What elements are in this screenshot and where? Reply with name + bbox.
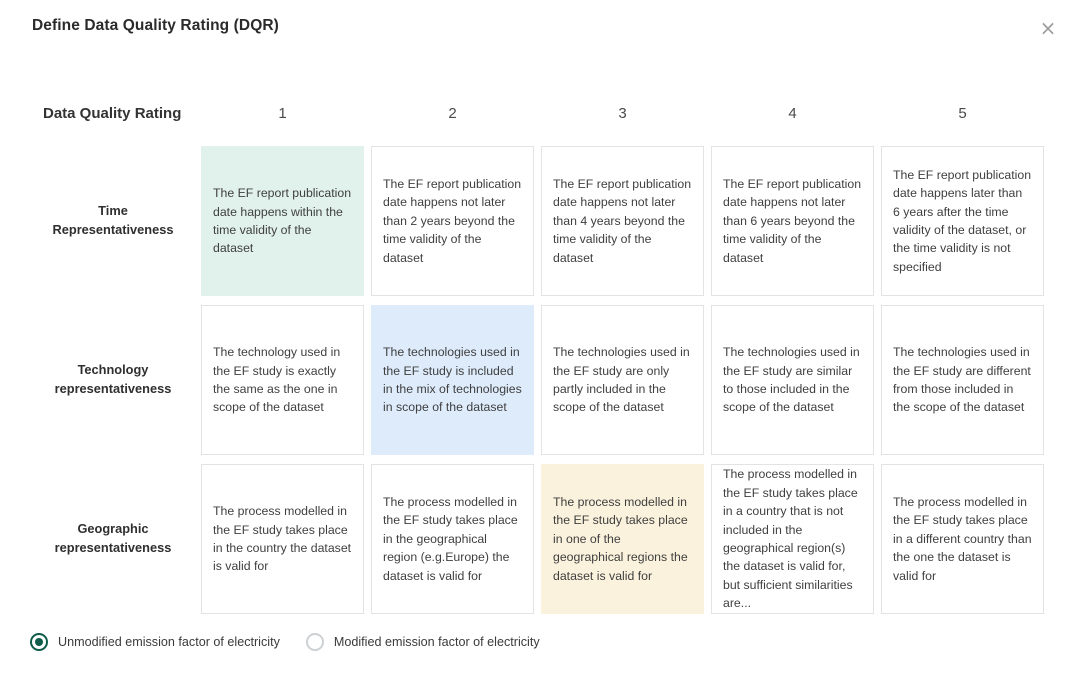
radio-modified-emission-factor[interactable]: Modified emission factor of electricity [305, 633, 540, 651]
cell-geographic-rating-5[interactable]: The process modelled in the EF study tak… [881, 464, 1044, 614]
radio-label: Unmodified emission factor of electricit… [58, 635, 280, 649]
table-corner-label: Data Quality Rating [43, 104, 182, 122]
cell-time-rating-4[interactable]: The EF report publication date happens n… [711, 146, 874, 296]
radio-label: Modified emission factor of electricity [333, 635, 540, 649]
page-title: Define Data Quality Rating (DQR) [32, 17, 279, 34]
cell-geographic-rating-4[interactable]: The process modelled in the EF study tak… [711, 464, 874, 614]
cell-geographic-rating-2[interactable]: The process modelled in the EF study tak… [371, 464, 534, 614]
dqr-table: Time Representativeness The EF report pu… [32, 146, 1044, 614]
column-header-2: 2 [448, 104, 457, 122]
cell-technology-rating-2[interactable]: The technologies used in the EF study is… [371, 305, 534, 455]
cell-time-rating-5[interactable]: The EF report publication date happens l… [881, 146, 1044, 296]
emission-factor-options: Unmodified emission factor of electricit… [30, 633, 540, 651]
cell-technology-rating-1[interactable]: The technology used in the EF study is e… [201, 305, 364, 455]
cell-geographic-rating-1[interactable]: The process modelled in the EF study tak… [201, 464, 364, 614]
cell-time-rating-2[interactable]: The EF report publication date happens n… [371, 146, 534, 296]
cell-technology-rating-4[interactable]: The technologies used in the EF study ar… [711, 305, 874, 455]
radio-button-icon[interactable] [30, 633, 48, 651]
row-label-geographic-representativeness: Geographic representativeness [54, 521, 172, 555]
cell-time-rating-3[interactable]: The EF report publication date happens n… [541, 146, 704, 296]
column-header-3: 3 [618, 104, 627, 122]
column-header-1: 1 [278, 104, 287, 122]
cell-geographic-rating-3[interactable]: The process modelled in the EF study tak… [541, 464, 704, 614]
cell-technology-rating-5[interactable]: The technologies used in the EF study ar… [881, 305, 1044, 455]
radio-button-icon[interactable] [305, 633, 324, 651]
column-header-4: 4 [788, 104, 797, 122]
cell-technology-rating-3[interactable]: The technologies used in the EF study ar… [541, 305, 704, 455]
table-header-row: Data Quality Rating 1 2 3 4 5 [32, 100, 1044, 126]
column-header-5: 5 [958, 104, 967, 122]
cell-time-rating-1[interactable]: The EF report publication date happens w… [201, 146, 364, 296]
radio-unmodified-emission-factor[interactable]: Unmodified emission factor of electricit… [30, 633, 280, 651]
row-label-time-representativeness: Time Representativeness [52, 203, 174, 237]
close-icon[interactable]: × [1039, 16, 1057, 40]
row-label-technology-representativeness: Technology representativeness [54, 362, 172, 396]
